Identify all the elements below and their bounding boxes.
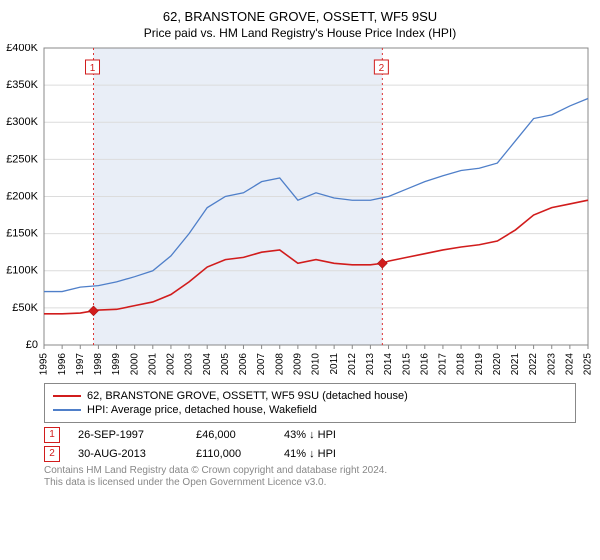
footer-line: This data is licensed under the Open Gov…: [44, 477, 576, 490]
svg-text:2000: 2000: [129, 352, 140, 375]
svg-text:2014: 2014: [383, 352, 394, 375]
footer-line: Contains HM Land Registry data © Crown c…: [44, 465, 576, 478]
svg-text:1995: 1995: [39, 352, 50, 375]
svg-text:£100K: £100K: [6, 264, 38, 276]
svg-text:2022: 2022: [528, 352, 539, 375]
svg-text:1998: 1998: [93, 352, 104, 375]
svg-text:1997: 1997: [75, 352, 86, 375]
legend: 62, BRANSTONE GROVE, OSSETT, WF5 9SU (de…: [44, 383, 576, 423]
svg-text:£50K: £50K: [12, 301, 38, 313]
svg-text:£250K: £250K: [6, 153, 38, 165]
svg-text:£400K: £400K: [6, 44, 38, 54]
legend-item: HPI: Average price, detached house, Wake…: [53, 404, 567, 416]
svg-text:2005: 2005: [220, 352, 231, 375]
sale-date: 26-SEP-1997: [78, 429, 178, 441]
page-title: 62, BRANSTONE GROVE, OSSETT, WF5 9SU: [0, 0, 600, 26]
sale-row: 1 26-SEP-1997 £46,000 43% ↓ HPI: [44, 427, 576, 443]
sales-table: 1 26-SEP-1997 £46,000 43% ↓ HPI 2 30-AUG-2013…: [44, 427, 576, 462]
svg-text:2012: 2012: [347, 352, 358, 375]
svg-text:2017: 2017: [438, 352, 449, 375]
svg-text:2002: 2002: [166, 352, 177, 375]
svg-text:1996: 1996: [57, 352, 68, 375]
svg-text:2008: 2008: [274, 352, 285, 375]
svg-text:2009: 2009: [293, 352, 304, 375]
svg-text:2006: 2006: [238, 352, 249, 375]
svg-text:2010: 2010: [311, 352, 322, 375]
svg-text:2001: 2001: [147, 352, 158, 375]
sale-date: 30-AUG-2013: [78, 448, 178, 460]
svg-text:2021: 2021: [510, 352, 521, 375]
svg-text:2011: 2011: [329, 352, 340, 374]
svg-text:2004: 2004: [202, 352, 213, 375]
svg-text:2023: 2023: [546, 352, 557, 375]
legend-label: HPI: Average price, detached house, Wake…: [87, 404, 317, 416]
svg-text:2024: 2024: [565, 352, 576, 375]
svg-text:2025: 2025: [583, 352, 594, 375]
sale-marker-box: 1: [44, 427, 60, 443]
legend-swatch: [53, 409, 81, 411]
svg-text:2019: 2019: [474, 352, 485, 375]
price-chart: £0 £50K £100K £150K £200K £250K £300K £350K £400…: [0, 44, 600, 379]
legend-label: 62, BRANSTONE GROVE, OSSETT, WF5 9SU (de…: [87, 390, 408, 402]
svg-text:2013: 2013: [365, 352, 376, 375]
page: 62, BRANSTONE GROVE, OSSETT, WF5 9SU Pri…: [0, 0, 600, 560]
svg-text:1999: 1999: [111, 352, 122, 375]
svg-text:2015: 2015: [401, 352, 412, 375]
sale-marker-box: 2: [44, 446, 60, 462]
sale-row: 2 30-AUG-2013 £110,000 41% ↓ HPI: [44, 446, 576, 462]
svg-text:£350K: £350K: [6, 79, 38, 91]
footer: Contains HM Land Registry data © Crown c…: [44, 465, 576, 490]
svg-text:2007: 2007: [256, 352, 267, 375]
sale-hpi-delta: 43% ↓ HPI: [284, 429, 374, 441]
legend-item: 62, BRANSTONE GROVE, OSSETT, WF5 9SU (de…: [53, 390, 567, 402]
svg-text:£0: £0: [26, 338, 38, 350]
svg-text:£200K: £200K: [6, 190, 38, 202]
svg-text:£300K: £300K: [6, 116, 38, 128]
svg-text:2018: 2018: [456, 352, 467, 375]
svg-text:2016: 2016: [419, 352, 430, 375]
sale-hpi-delta: 41% ↓ HPI: [284, 448, 374, 460]
svg-text:2003: 2003: [184, 352, 195, 375]
sale-marker-label: 2: [379, 63, 385, 74]
sale-price: £46,000: [196, 429, 266, 441]
svg-text:£150K: £150K: [6, 227, 38, 239]
sale-price: £110,000: [196, 448, 266, 460]
svg-text:2020: 2020: [492, 352, 503, 375]
page-subtitle: Price paid vs. HM Land Registry's House …: [0, 26, 600, 44]
sale-marker-label: 1: [90, 63, 96, 74]
legend-swatch: [53, 395, 81, 397]
